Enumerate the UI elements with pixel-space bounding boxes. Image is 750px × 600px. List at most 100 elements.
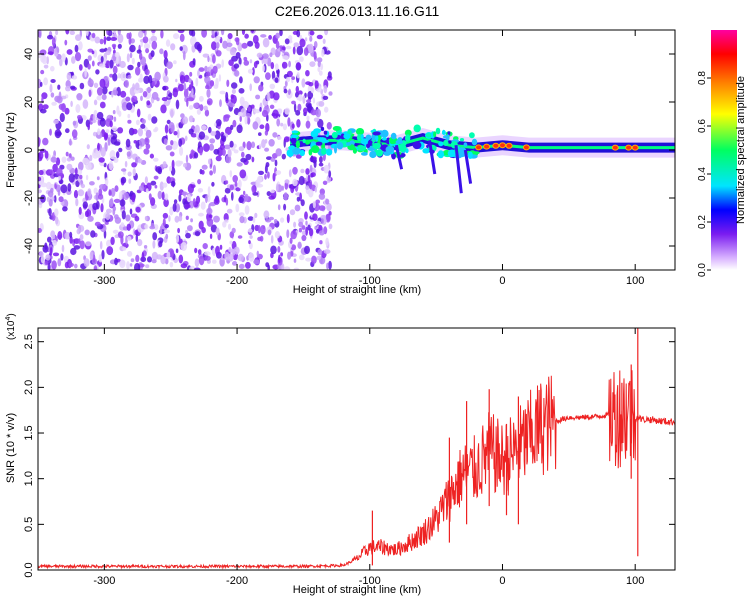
noise-speckle	[295, 109, 301, 116]
noise-speckle	[206, 71, 211, 77]
noise-speckle	[196, 109, 201, 115]
noise-speckle	[310, 87, 315, 94]
noise-speckle	[205, 195, 208, 204]
noise-speckle	[127, 64, 134, 71]
band-hotspot	[611, 144, 619, 151]
noise-speckle	[296, 62, 301, 70]
noise-speckle	[318, 205, 326, 211]
noise-speckle	[164, 124, 169, 134]
noise-speckle	[288, 90, 291, 95]
noise-speckle	[180, 113, 185, 119]
noise-speckle	[238, 146, 245, 152]
noise-speckle	[139, 73, 143, 81]
noise-region	[38, 30, 333, 270]
snr-background	[38, 328, 675, 570]
noise-speckle	[309, 164, 313, 173]
noise-speckle	[126, 53, 130, 63]
noise-speckle	[75, 104, 81, 113]
snr-y-axis-label: SNR (10 * v/v)	[5, 413, 17, 483]
noise-speckle	[197, 179, 202, 185]
noise-speckle	[290, 185, 295, 194]
band-streak	[454, 145, 463, 194]
noise-speckle	[229, 170, 233, 178]
noise-speckle	[234, 70, 240, 77]
noise-speckle	[96, 111, 104, 120]
noise-speckle	[51, 37, 56, 47]
noise-speckle	[127, 236, 132, 241]
noise-speckle	[283, 266, 291, 270]
noise-speckle	[307, 43, 314, 54]
noise-speckle	[181, 44, 188, 55]
noise-speckle	[184, 135, 188, 142]
noise-speckle	[46, 196, 50, 202]
noise-speckle	[222, 135, 227, 142]
noise-speckle	[152, 240, 156, 249]
noise-speckle	[212, 65, 218, 74]
noise-speckle	[322, 38, 326, 44]
noise-speckle	[212, 164, 216, 174]
noise-speckle	[305, 120, 311, 129]
noise-speckle	[164, 193, 169, 201]
noise-speckle	[287, 251, 292, 260]
colorbar-tick-label: 0.6	[697, 119, 708, 133]
band-streak	[428, 140, 437, 175]
noise-speckle	[137, 158, 143, 164]
noise-speckle	[321, 48, 325, 57]
noise-speckle	[312, 200, 316, 209]
noise-speckle	[192, 58, 196, 66]
noise-speckle	[92, 114, 96, 124]
noise-speckle	[245, 261, 251, 269]
snr-panel: -300 -200 -100 0 100 0.0 0.5 1.0 1.5 2.0 2.5 Heig…	[5, 313, 676, 596]
noise-speckle	[313, 51, 317, 60]
noise-speckle	[322, 180, 328, 185]
noise-speckle	[178, 138, 183, 147]
band-blob	[447, 149, 457, 158]
noise-speckle	[163, 50, 168, 59]
noise-speckle	[206, 217, 214, 227]
noise-speckle	[195, 77, 199, 87]
noise-speckle	[61, 244, 65, 253]
noise-speckle	[60, 184, 68, 194]
noise-speckle	[272, 109, 279, 119]
noise-speckle	[161, 97, 168, 102]
noise-speckle	[87, 63, 91, 70]
noise-speckle	[232, 143, 237, 148]
noise-speckle	[231, 191, 234, 201]
noise-speckle	[108, 160, 114, 171]
noise-speckle	[246, 116, 251, 125]
noise-speckle	[226, 37, 231, 44]
noise-speckle	[55, 30, 59, 36]
noise-speckle	[71, 56, 76, 64]
noise-speckle	[135, 119, 140, 126]
noise-speckle	[225, 180, 229, 185]
noise-speckle	[70, 100, 73, 107]
noise-speckle	[318, 230, 325, 236]
band-hotspot	[475, 144, 483, 151]
colorbar-ticks: 0.0 0.2 0.4 0.6 0.8	[697, 71, 711, 277]
noise-speckle	[138, 30, 144, 38]
band-blob	[304, 139, 311, 145]
noise-speckle	[93, 265, 98, 270]
noise-speckle	[267, 171, 270, 179]
noise-speckle	[117, 43, 122, 49]
noise-speckle	[270, 235, 274, 244]
noise-speckle	[316, 57, 323, 63]
noise-speckle	[185, 203, 191, 209]
noise-speckle	[180, 263, 188, 269]
noise-speckle	[160, 254, 166, 265]
noise-speckle	[137, 61, 141, 68]
noise-speckle	[77, 238, 81, 244]
noise-speckle	[298, 175, 305, 186]
noise-speckle	[99, 118, 106, 127]
band-blob	[311, 145, 320, 154]
noise-speckle	[89, 251, 94, 260]
x-tick-label: -100	[359, 275, 381, 287]
noise-speckle	[185, 154, 189, 164]
y-tick-label: 1.5	[23, 425, 35, 440]
noise-speckle	[120, 71, 127, 82]
noise-speckle	[127, 171, 132, 177]
noise-speckle	[144, 224, 149, 230]
noise-speckle	[54, 129, 62, 139]
noise-speckle	[325, 214, 331, 222]
noise-speckle	[139, 52, 143, 60]
